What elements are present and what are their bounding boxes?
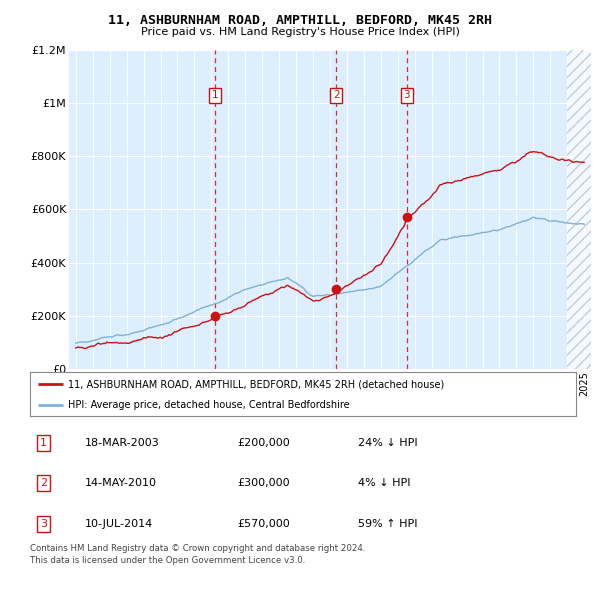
Text: 2: 2 <box>333 90 340 100</box>
Text: £570,000: £570,000 <box>238 519 290 529</box>
Text: 11, ASHBURNHAM ROAD, AMPTHILL, BEDFORD, MK45 2RH: 11, ASHBURNHAM ROAD, AMPTHILL, BEDFORD, … <box>108 14 492 27</box>
Text: 2: 2 <box>40 478 47 488</box>
Bar <box>567 50 591 369</box>
Text: 4% ↓ HPI: 4% ↓ HPI <box>358 478 410 488</box>
Text: 3: 3 <box>40 519 47 529</box>
Text: £300,000: £300,000 <box>238 478 290 488</box>
Text: Contains HM Land Registry data © Crown copyright and database right 2024.: Contains HM Land Registry data © Crown c… <box>30 544 365 553</box>
Text: £200,000: £200,000 <box>238 438 290 448</box>
Text: This data is licensed under the Open Government Licence v3.0.: This data is licensed under the Open Gov… <box>30 556 305 565</box>
Text: 14-MAY-2010: 14-MAY-2010 <box>85 478 157 488</box>
Text: 3: 3 <box>403 90 410 100</box>
Text: 18-MAR-2003: 18-MAR-2003 <box>85 438 160 448</box>
Text: 11, ASHBURNHAM ROAD, AMPTHILL, BEDFORD, MK45 2RH (detached house): 11, ASHBURNHAM ROAD, AMPTHILL, BEDFORD, … <box>68 379 445 389</box>
Text: 1: 1 <box>212 90 218 100</box>
Bar <box>567 50 591 369</box>
Text: 59% ↑ HPI: 59% ↑ HPI <box>358 519 417 529</box>
Text: Price paid vs. HM Land Registry's House Price Index (HPI): Price paid vs. HM Land Registry's House … <box>140 27 460 37</box>
Text: 10-JUL-2014: 10-JUL-2014 <box>85 519 153 529</box>
Text: HPI: Average price, detached house, Central Bedfordshire: HPI: Average price, detached house, Cent… <box>68 400 350 410</box>
Text: 24% ↓ HPI: 24% ↓ HPI <box>358 438 417 448</box>
Text: 1: 1 <box>40 438 47 448</box>
